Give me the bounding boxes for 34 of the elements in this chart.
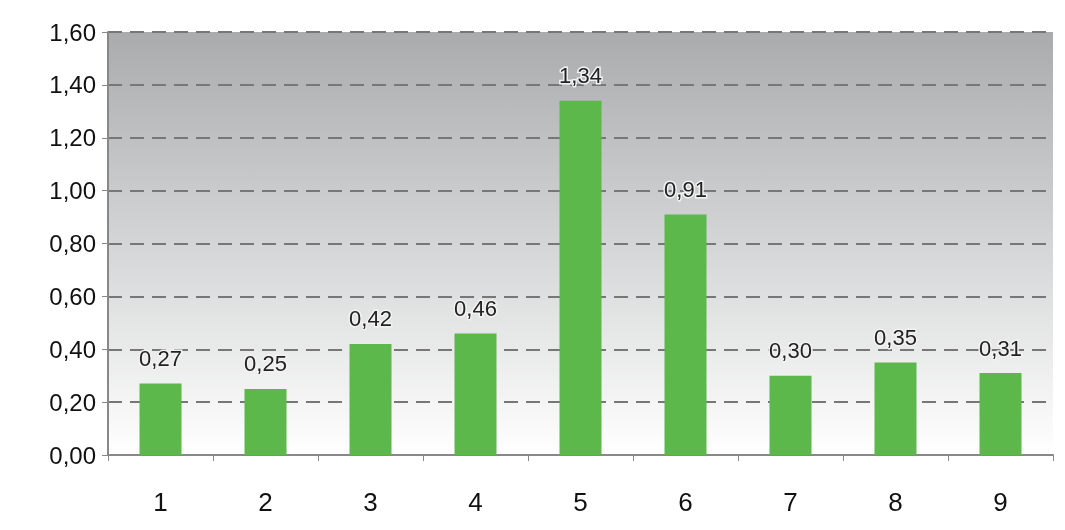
x-tick-label: 8 bbox=[888, 487, 903, 517]
y-tick-label: 1,00 bbox=[49, 177, 96, 205]
bar bbox=[664, 214, 707, 455]
data-label: 0,91 bbox=[664, 176, 707, 202]
x-tick-label: 6 bbox=[678, 487, 693, 517]
bar bbox=[874, 362, 917, 455]
y-tick-label: 1,20 bbox=[49, 124, 96, 152]
bar bbox=[349, 343, 392, 455]
bar bbox=[769, 375, 812, 455]
y-tick-label: 1,60 bbox=[49, 18, 96, 46]
y-tick-label: 1,40 bbox=[49, 71, 96, 99]
y-tick-label: 0,00 bbox=[49, 441, 96, 469]
bar bbox=[979, 373, 1022, 455]
y-tick-label: 0,80 bbox=[49, 230, 96, 257]
x-tick-label: 4 bbox=[468, 487, 483, 517]
x-tick-label: 7 bbox=[783, 487, 798, 517]
y-tick-label: 0,20 bbox=[49, 388, 96, 416]
data-label: 0,27 bbox=[139, 346, 182, 372]
x-tick-label: 5 bbox=[573, 487, 588, 517]
data-label: 0,25 bbox=[244, 351, 287, 377]
bar bbox=[454, 333, 497, 455]
y-tick-label: 0,40 bbox=[49, 335, 96, 363]
data-label: 0,42 bbox=[349, 306, 392, 332]
data-label: 1,34 bbox=[559, 63, 602, 89]
x-tick-label: 9 bbox=[993, 487, 1008, 517]
data-label: 0,35 bbox=[874, 324, 917, 350]
y-tick-label: 0,60 bbox=[49, 282, 96, 310]
x-tick-label: 2 bbox=[258, 487, 273, 517]
bar bbox=[559, 100, 602, 455]
x-tick-label: 1 bbox=[153, 487, 168, 517]
data-label: 0,46 bbox=[454, 295, 497, 321]
x-tick-label: 3 bbox=[363, 487, 378, 517]
bar bbox=[244, 388, 287, 455]
bar bbox=[139, 383, 182, 455]
